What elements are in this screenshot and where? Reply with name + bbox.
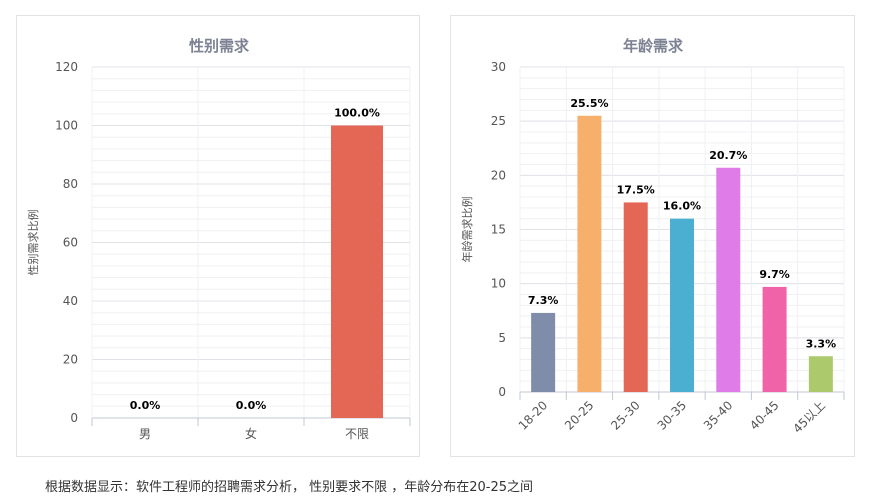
y-tick-label: 120 bbox=[55, 60, 78, 74]
x-tick-label: 45以上 bbox=[790, 398, 828, 436]
bar-20-25 bbox=[577, 115, 602, 392]
y-tick-label: 25 bbox=[491, 114, 506, 128]
y-tick-label: 20 bbox=[63, 353, 78, 367]
bar-45以上 bbox=[808, 356, 833, 392]
data-label: 7.3% bbox=[528, 294, 559, 307]
age-chart: 年龄需求 0 5 10 15 20 25 30 年龄需求比例 7.3% 18-20 25.5% 20-2… bbox=[460, 37, 845, 436]
data-label: 3.3% bbox=[806, 337, 837, 350]
y-tick-label: 15 bbox=[491, 223, 506, 237]
gender-chart-panel: 性别需求 0 20 40 60 80 100 120 性别需求比例 0.0% 男 0.0% 女 100.0… bbox=[16, 15, 420, 457]
x-tick-label: 30-35 bbox=[655, 398, 690, 433]
bar-不限 bbox=[331, 125, 383, 418]
x-tick-label: 男 bbox=[139, 427, 151, 441]
summary-caption: 根据数据显示：软件工程师的招聘需求分析， 性别要求不限 ，年龄分布在20-25之… bbox=[45, 480, 534, 495]
chart-title: 年龄需求 bbox=[623, 37, 684, 55]
data-label: 0.0% bbox=[130, 399, 161, 412]
bar-30-35 bbox=[670, 218, 694, 392]
y-axis-label: 性别需求比例 bbox=[26, 210, 40, 276]
bar-18-20 bbox=[531, 312, 556, 392]
y-tick-label: 30 bbox=[491, 60, 506, 74]
bar-25-30 bbox=[623, 202, 648, 392]
y-tick-label: 10 bbox=[491, 277, 506, 291]
gender-chart: 性别需求 0 20 40 60 80 100 120 性别需求比例 0.0% 男 0.0% 女 100.0… bbox=[26, 37, 411, 441]
x-tick-label: 18-20 bbox=[516, 398, 551, 433]
data-label: 100.0% bbox=[334, 107, 380, 120]
x-tick-label: 25-30 bbox=[608, 398, 643, 433]
y-tick-label: 40 bbox=[63, 294, 78, 308]
x-tick-label: 不限 bbox=[345, 427, 369, 441]
age-chart-panel: 年龄需求 0 5 10 15 20 25 30 年龄需求比例 7.3% 18-20 25.5% 20-2… bbox=[450, 15, 855, 457]
x-tick-label: 35-40 bbox=[701, 398, 736, 433]
y-tick-label: 0 bbox=[498, 385, 506, 399]
y-tick-label: 80 bbox=[63, 177, 78, 191]
y-tick-label: 5 bbox=[498, 331, 506, 345]
y-tick-label: 60 bbox=[63, 236, 78, 250]
y-axis-label: 年龄需求比例 bbox=[460, 197, 474, 263]
bar-40-45 bbox=[762, 286, 787, 392]
data-label: 25.5% bbox=[570, 97, 608, 110]
data-label: 17.5% bbox=[617, 183, 655, 196]
y-tick-label: 100 bbox=[55, 119, 78, 133]
data-label: 16.0% bbox=[663, 200, 701, 213]
y-tick-label: 20 bbox=[491, 168, 506, 182]
bar-35-40 bbox=[716, 167, 741, 392]
x-tick-label: 40-45 bbox=[747, 398, 782, 433]
chart-title: 性别需求 bbox=[189, 37, 250, 55]
x-tick-label: 20-25 bbox=[562, 398, 597, 433]
data-label: 0.0% bbox=[236, 399, 267, 412]
x-tick-label: 女 bbox=[245, 426, 257, 441]
data-label: 9.7% bbox=[759, 268, 790, 281]
data-label: 20.7% bbox=[709, 149, 747, 162]
y-tick-label: 0 bbox=[70, 411, 78, 425]
